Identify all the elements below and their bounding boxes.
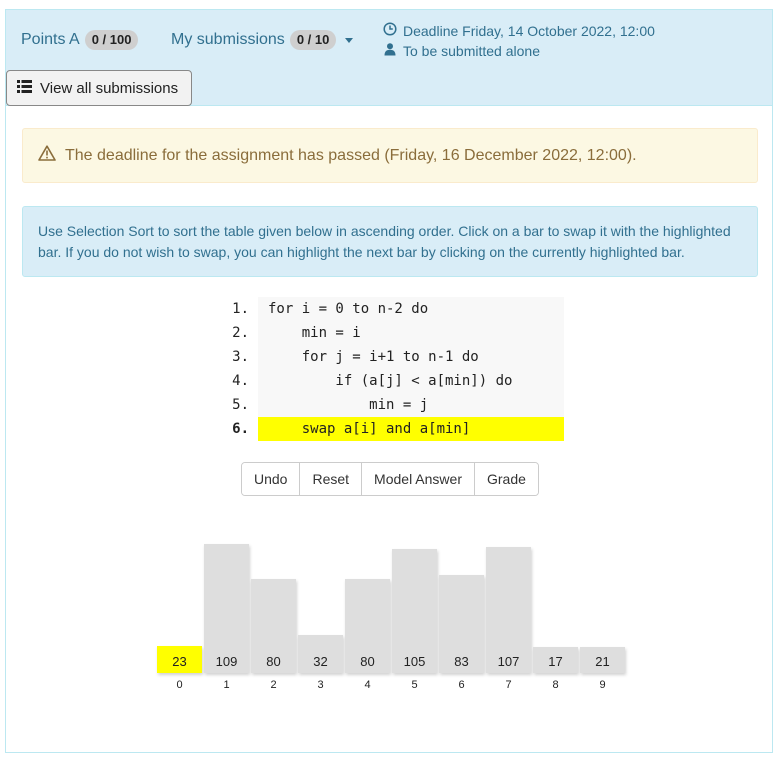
caret-down-icon	[345, 37, 354, 43]
bar-index: 7	[505, 679, 512, 691]
bar-index: 8	[552, 679, 559, 691]
bar-index: 4	[364, 679, 371, 691]
array-bar[interactable]	[439, 575, 484, 673]
line-number: 2.	[232, 325, 249, 341]
bar-index: 0	[176, 679, 183, 691]
exercise-panel: The deadline for the assignment has pass…	[5, 106, 773, 753]
my-submissions-dropdown[interactable]: My submissions 0 / 10	[171, 30, 354, 50]
assignment-meta: Deadline Friday, 14 October 2022, 12:00 …	[383, 21, 655, 61]
line-code: swap a[i] and a[min]	[258, 417, 564, 441]
view-all-label: View all submissions	[40, 79, 179, 97]
bar-index: 9	[599, 679, 606, 691]
code-line: 3. for j = i+1 to n-1 do	[222, 345, 564, 369]
code-line: 1. for i = 0 to n-2 do	[222, 297, 564, 321]
array-bar[interactable]	[298, 635, 343, 673]
submit-mode-text: To be submitted alone	[403, 43, 540, 59]
bar-index: 2	[270, 679, 277, 691]
user-icon	[383, 41, 397, 61]
undo-button[interactable]: Undo	[242, 463, 301, 495]
submissions-label: My submissions	[171, 31, 285, 48]
list-icon	[17, 79, 32, 97]
array-bar[interactable]	[486, 547, 531, 673]
bar-index: 6	[458, 679, 465, 691]
line-number: 1.	[232, 301, 249, 317]
array-bar[interactable]	[251, 579, 296, 673]
deadline-text: Deadline Friday, 14 October 2022, 12:00	[403, 23, 655, 39]
pseudocode-block: 1. for i = 0 to n-2 do 2. min = i 3. for j …	[222, 297, 564, 441]
reset-button[interactable]: Reset	[300, 463, 363, 495]
line-number: 3.	[232, 349, 249, 365]
array-bar[interactable]	[345, 579, 390, 673]
array-bar[interactable]	[204, 544, 249, 673]
grade-button[interactable]: Grade	[474, 463, 538, 495]
points-label: Points A	[21, 31, 80, 48]
code-line: 5. min = j	[222, 393, 564, 417]
bar-index: 5	[411, 679, 418, 691]
line-number: 6.	[232, 421, 249, 437]
line-code: min = j	[258, 393, 564, 417]
points-display: Points A 0 / 100	[21, 30, 139, 50]
line-code: min = i	[258, 321, 564, 345]
array-bar[interactable]	[157, 646, 202, 673]
instructions: Use Selection Sort to sort the table giv…	[22, 206, 758, 277]
code-line: 6. swap a[i] and a[min]	[222, 417, 564, 441]
line-number: 5.	[232, 397, 249, 413]
submissions-badge: 0 / 10	[289, 30, 337, 50]
deadline-warning: The deadline for the assignment has pass…	[22, 128, 758, 183]
line-code: if (a[j] < a[min]) do	[258, 369, 564, 393]
line-code: for i = 0 to n-2 do	[258, 297, 564, 321]
warning-icon	[38, 145, 56, 166]
bar-index: 1	[223, 679, 230, 691]
line-code: for j = i+1 to n-1 do	[258, 345, 564, 369]
code-line: 4. if (a[j] < a[min]) do	[222, 369, 564, 393]
assignment-header: Points A 0 / 100 My submissions 0 / 10 D…	[5, 9, 773, 106]
array-bar[interactable]	[392, 549, 437, 673]
view-all-submissions-button[interactable]: View all submissions	[6, 70, 192, 106]
clock-icon	[383, 21, 397, 41]
array-bar[interactable]	[533, 647, 578, 673]
warning-text: The deadline for the assignment has pass…	[65, 146, 637, 164]
code-line: 2. min = i	[222, 321, 564, 345]
points-badge: 0 / 100	[84, 30, 139, 50]
bar-index: 3	[317, 679, 324, 691]
array-bar[interactable]	[580, 647, 625, 673]
model-answer-button[interactable]: Model Answer	[362, 463, 475, 495]
exercise-buttons: Undo Reset Model Answer Grade	[241, 462, 539, 496]
line-number: 4.	[232, 373, 249, 389]
